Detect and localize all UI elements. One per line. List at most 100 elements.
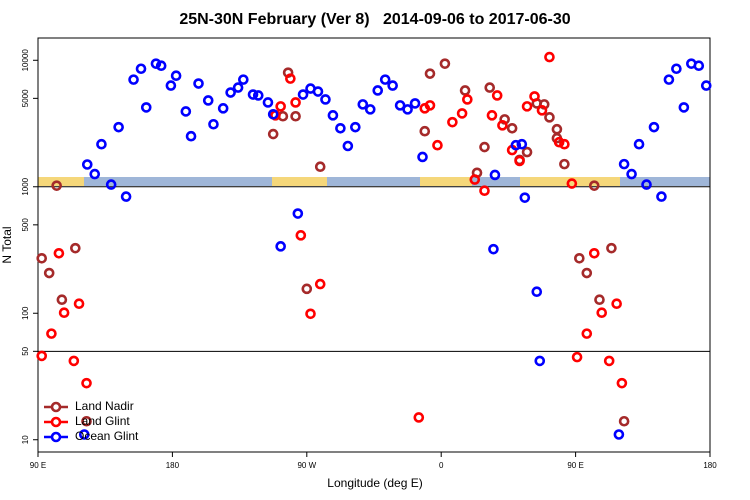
point <box>292 208 304 219</box>
point <box>314 278 326 290</box>
x-tick-label: 90 W <box>297 461 316 470</box>
point <box>559 158 570 170</box>
y-tick-label: 500 <box>21 218 30 232</box>
point <box>566 178 578 189</box>
point <box>506 122 518 134</box>
point <box>372 85 384 96</box>
point <box>656 191 667 202</box>
point <box>417 151 428 163</box>
point <box>469 174 481 185</box>
point <box>275 101 286 112</box>
point <box>262 97 274 108</box>
point <box>588 247 600 259</box>
point <box>409 98 421 109</box>
point <box>364 104 376 115</box>
point <box>202 95 214 106</box>
point <box>379 74 391 85</box>
point <box>529 91 540 102</box>
point <box>588 180 600 191</box>
point <box>678 102 690 113</box>
point <box>456 108 468 119</box>
point <box>447 116 458 128</box>
y-axis-label: N Total <box>0 226 14 263</box>
point <box>81 159 93 170</box>
point <box>43 267 55 279</box>
point <box>648 121 660 133</box>
point <box>113 121 124 133</box>
point <box>290 110 301 122</box>
point <box>128 74 139 85</box>
point <box>36 252 48 264</box>
x-tick-label: 0 <box>439 461 444 470</box>
point <box>531 286 543 298</box>
point <box>611 298 622 309</box>
point <box>252 90 264 101</box>
map-strip <box>38 177 710 186</box>
point <box>56 294 68 305</box>
legend-marker <box>50 401 62 413</box>
point <box>96 138 107 150</box>
point <box>479 185 490 196</box>
legend-label: Land Glint <box>75 414 130 428</box>
point <box>105 179 117 190</box>
point <box>81 377 92 389</box>
y-tick-label: 5000 <box>21 89 30 107</box>
point <box>350 121 361 133</box>
point <box>616 377 628 389</box>
point <box>700 80 712 91</box>
point <box>419 125 431 137</box>
point <box>180 106 192 117</box>
point <box>574 252 585 264</box>
point <box>247 89 259 100</box>
point <box>693 60 705 71</box>
plot-frame <box>37 37 711 453</box>
legend-label: Land Nadir <box>75 399 134 413</box>
point <box>606 242 617 254</box>
point <box>581 267 593 279</box>
point <box>603 355 615 367</box>
x-tick-label: 90 E <box>567 461 583 470</box>
point <box>497 120 508 131</box>
point <box>357 99 369 110</box>
point <box>519 192 531 203</box>
point <box>663 74 675 85</box>
point <box>571 351 583 363</box>
point <box>312 86 324 97</box>
point <box>150 58 162 69</box>
land-strip <box>420 177 472 186</box>
point <box>510 139 522 151</box>
point <box>484 82 496 93</box>
point <box>73 298 85 309</box>
point <box>165 80 177 91</box>
point <box>489 169 501 181</box>
point <box>120 191 132 202</box>
point <box>314 161 326 173</box>
legend-marker <box>50 431 62 443</box>
point <box>394 100 406 111</box>
point <box>613 429 625 440</box>
point <box>46 328 57 339</box>
point <box>232 82 244 93</box>
point <box>618 415 630 427</box>
point <box>342 140 354 152</box>
point <box>78 429 90 440</box>
point <box>89 168 101 180</box>
point <box>594 294 605 305</box>
point <box>459 85 471 96</box>
point <box>285 73 296 84</box>
point <box>327 110 339 121</box>
point <box>170 70 182 82</box>
point <box>424 68 436 79</box>
point <box>290 97 301 108</box>
point <box>295 230 307 241</box>
point <box>544 51 555 63</box>
point <box>301 283 313 295</box>
x-tick-label: 90 E <box>30 461 46 470</box>
point <box>185 130 197 142</box>
point <box>596 307 608 319</box>
point <box>534 355 546 367</box>
point <box>70 242 81 254</box>
legend-marker <box>50 416 62 428</box>
point <box>633 138 645 150</box>
